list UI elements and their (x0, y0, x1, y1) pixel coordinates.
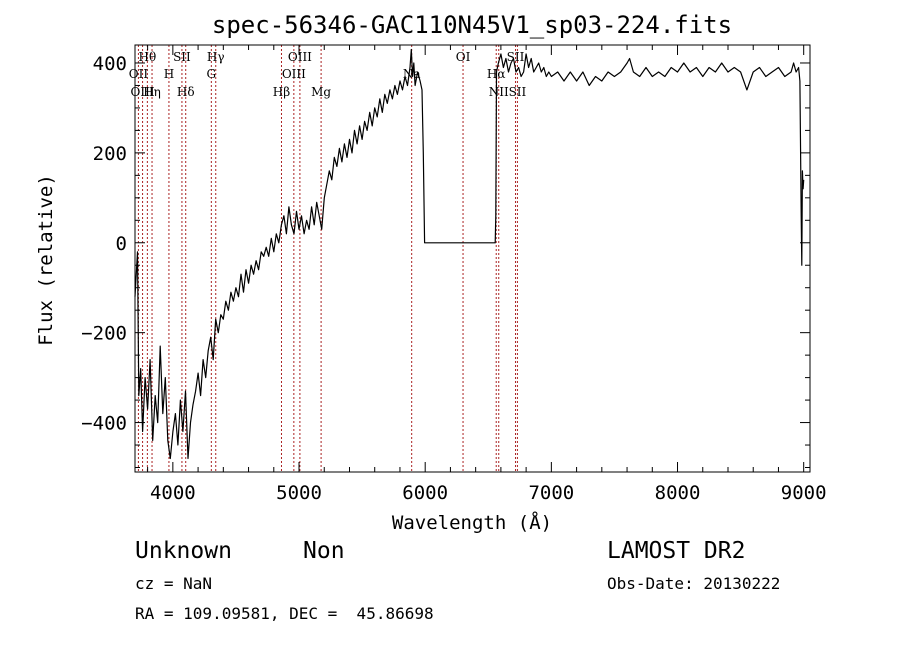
spectral-line-label: SII (507, 50, 525, 64)
spectral-line-label: Hγ (207, 50, 225, 64)
spectral-line-label: OI (456, 50, 471, 64)
spectral-line-markers (137, 45, 518, 472)
object-class: Unknown (135, 538, 232, 564)
spectral-line-label: NII (489, 85, 509, 99)
y-axis-label: Flux (relative) (35, 174, 57, 346)
y-tick-label: 200 (93, 143, 127, 165)
spectral-line-label: G (207, 67, 217, 81)
y-tick-label: 400 (93, 53, 127, 75)
spectral-line-label: H (164, 67, 174, 81)
spectral-line-label: Hδ (177, 85, 195, 99)
survey-name: LAMOST DR2 (607, 538, 746, 564)
coordinates: RA = 109.09581, DEC = 45.86698 (135, 604, 434, 623)
x-axis-ticks: 4000 5000 6000 7000 8000 9000 (147, 45, 827, 504)
x-tick-label: 4000 (150, 482, 196, 504)
spectral-line-label: SII (509, 85, 527, 99)
x-tick-label: 6000 (402, 482, 448, 504)
spectrum-line (134, 48, 805, 460)
y-tick-label: −200 (81, 323, 127, 345)
y-tick-label: −400 (81, 413, 127, 435)
spectral-line-label: Hθ (139, 50, 157, 64)
spectral-line-label: OIII (131, 85, 155, 99)
spectral-line-label: Mg (311, 85, 331, 99)
chart-title: spec-56346-GAC110N45V1_sp03-224.fits (212, 11, 732, 39)
spectral-line-label: OIII (288, 50, 312, 64)
x-tick-label: 5000 (276, 482, 322, 504)
y-axis-ticks: −400 −200 0 200 400 (81, 53, 810, 469)
obs-date: Obs-Date: 20130222 (607, 574, 781, 593)
object-subclass: Non (303, 538, 345, 564)
spectral-line-label: SII (173, 50, 191, 64)
x-tick-label: 8000 (655, 482, 701, 504)
spectral-line-label: Hβ (273, 85, 290, 99)
plot-frame (134, 44, 811, 473)
x-axis-label: Wavelength (Å) (392, 511, 552, 534)
x-tick-label: 9000 (781, 482, 827, 504)
redshift-cz: cz = NaN (135, 574, 213, 593)
spectral-line-label: OIII (282, 67, 306, 81)
x-tick-label: 7000 (528, 482, 574, 504)
spectral-line-label: OII (129, 67, 149, 81)
y-tick-label: 0 (116, 233, 127, 255)
spectral-line-label: Hη (143, 85, 161, 99)
